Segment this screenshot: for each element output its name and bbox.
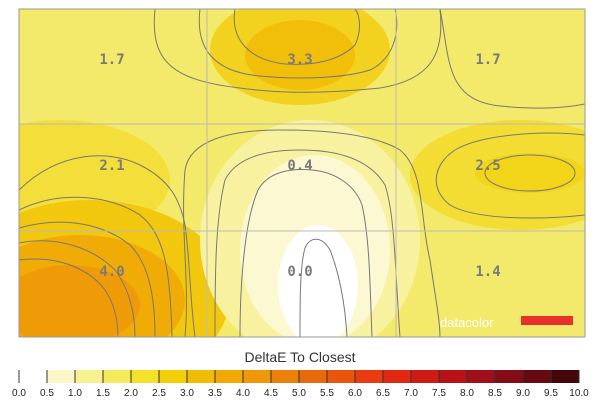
colorbar-tick-label-2: 1.0 (68, 388, 82, 399)
blob-center-white (278, 225, 358, 337)
colorbar-tick-label-14: 7.0 (404, 388, 418, 399)
colorbar-segment-14 (411, 370, 440, 383)
colorbar-tick-label-3: 1.5 (96, 388, 110, 399)
heatmap-plot-area: 1.7 3.3 1.7 2.1 0.4 2.5 4.0 0.0 1.4 datacolor (18, 8, 586, 338)
colorbar-segment-4 (131, 370, 160, 383)
contour-center-inner (239, 169, 373, 337)
colorbar-tick-label-17: 8.5 (488, 388, 502, 399)
colorbar-segment-12 (355, 370, 384, 383)
cell-value-r1-c0: 2.1 (99, 158, 124, 174)
colorbar-segment-1 (47, 370, 76, 383)
colorbar-tick-label-1: 0.5 (40, 388, 54, 399)
colorbar-segment-7 (215, 370, 244, 383)
colorbar: 0.0 0.5 1.0 1.5 2.0 2.5 3.0 3.5 4.0 4.5 5.0 5.5 6.0 6… (12, 370, 589, 399)
colorbar-tick-label-13: 6.5 (376, 388, 390, 399)
contour-right-mid-outer (435, 132, 585, 219)
watermark: datacolor (440, 315, 573, 330)
colorbar-tick-label-6: 3.0 (180, 388, 194, 399)
colorbar-title: DeltaE To Closest (244, 349, 355, 365)
colorbar-segment-16 (467, 370, 496, 383)
colorbar-tick-label-0: 0.0 (12, 388, 26, 399)
contour-center-mid (214, 149, 401, 337)
colorbar-tick-label-12: 6.0 (348, 388, 362, 399)
blob-top-center-core (245, 20, 355, 90)
colorbar-tick-label-10: 5.0 (292, 388, 306, 399)
colorbar-segment-11 (327, 370, 356, 383)
contour-top-center-mid (198, 9, 398, 79)
colorbar-segment-18 (523, 370, 552, 383)
colorbar-segment-6 (187, 370, 216, 383)
blob-bottom-left-core (19, 265, 140, 337)
cell-value-r2-c2: 1.4 (475, 264, 500, 280)
blob-right-mid-core (475, 153, 585, 193)
colorbar-segment-15 (439, 370, 468, 383)
colorbar-segment-5 (159, 370, 188, 383)
colorbar-tick-label-11: 5.5 (320, 388, 334, 399)
watermark-text: datacolor (440, 315, 494, 330)
colorbar-tick-label-15: 7.5 (432, 388, 446, 399)
contour-right-mid-inner (484, 154, 576, 192)
cell-value-r1-c1: 0.4 (287, 158, 312, 174)
cell-value-r2-c0: 4.0 (99, 264, 124, 280)
watermark-bar (521, 316, 573, 325)
colorbar-tick-label-16: 8.0 (460, 388, 474, 399)
contour-lines (19, 9, 585, 337)
colorbar-segment-19 (551, 370, 580, 383)
contour-bottom-left-2 (19, 258, 119, 337)
contour-top-right (439, 9, 585, 109)
colorbar-segment-0 (19, 370, 48, 383)
contour-center-core (299, 238, 348, 337)
colorbar-tick-label-9: 4.5 (264, 388, 278, 399)
colorbar-tick-label-20: 10.0 (569, 388, 589, 399)
cell-value-r0-c0: 1.7 (99, 52, 124, 68)
cell-value-r0-c2: 1.7 (475, 52, 500, 68)
colorbar-tick-label-19: 9.5 (544, 388, 558, 399)
contour-top-center-inner (233, 9, 360, 65)
contour-top-center-outer (153, 9, 442, 93)
colorbar-segment-8 (243, 370, 272, 383)
colorbar-tick-label-5: 2.5 (152, 388, 166, 399)
colorbar-segment-17 (495, 370, 524, 383)
cell-value-r0-c1: 3.3 (287, 52, 312, 68)
colorbar-segment-3 (103, 370, 132, 383)
colorbar-segment-13 (383, 370, 412, 383)
colorbar-tick-label-7: 3.5 (208, 388, 222, 399)
cell-value-r1-c2: 2.5 (475, 158, 500, 174)
colorbar-segment-2 (75, 370, 104, 383)
contour-left-mid-2 (19, 196, 173, 337)
colorbar-tick-label-4: 2.0 (124, 388, 138, 399)
colorbar-tick-label-18: 9.0 (516, 388, 530, 399)
plot-border (18, 8, 586, 338)
colorbar-tick-label-8: 4.0 (236, 388, 250, 399)
grid-lines (19, 9, 585, 337)
colorbar-segment-9 (271, 370, 300, 383)
contour-left-mid-1 (19, 155, 196, 337)
cell-value-r2-c1: 0.0 (287, 264, 312, 280)
contour-bottom-left-1 (19, 240, 136, 337)
contour-left-mid-3 (19, 221, 156, 337)
contour-center-outer (183, 129, 441, 337)
cell-value-labels: 1.7 3.3 1.7 2.1 0.4 2.5 4.0 0.0 1.4 (99, 52, 500, 280)
colorbar-segment-10 (299, 370, 328, 383)
